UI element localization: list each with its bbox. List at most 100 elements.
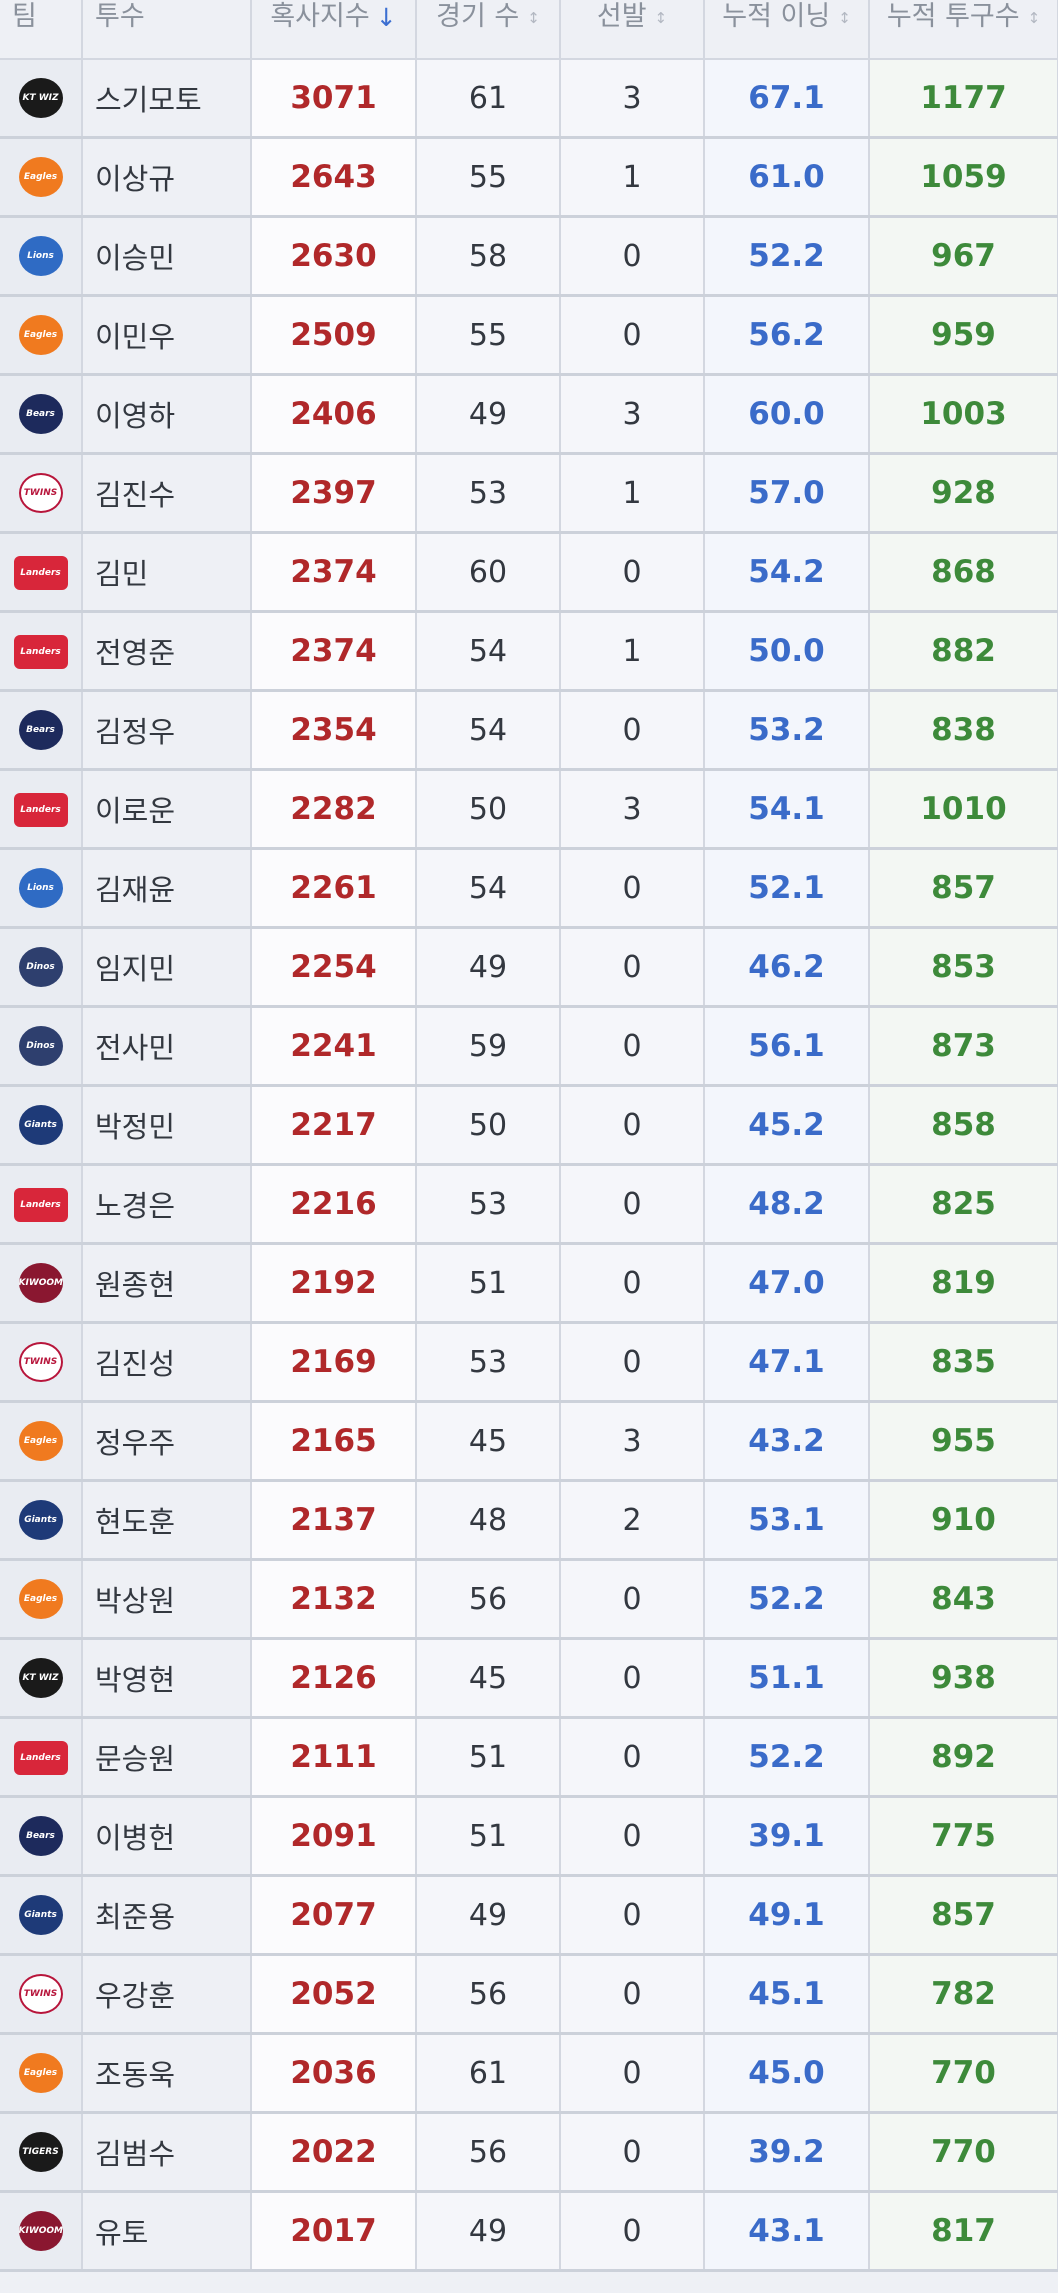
overuse-score: 2165: [251, 1401, 417, 1482]
header-innings-sort[interactable]: 누적 이닝 ↕: [704, 0, 870, 60]
games-count: 59: [416, 1006, 561, 1087]
pitcher-name[interactable]: 박영현: [82, 1638, 252, 1719]
pitcher-name[interactable]: 박정민: [82, 1085, 252, 1166]
games-count: 51: [416, 1796, 561, 1877]
pitcher-name[interactable]: 김범수: [82, 2112, 252, 2193]
starts-count: 0: [560, 1875, 705, 1956]
pitcher-name[interactable]: 이병헌: [82, 1796, 252, 1877]
cumulative-innings: 56.2: [704, 295, 870, 376]
table-row[interactable]: Eagles 박상원 2132 56 0 52.2 843: [0, 1559, 1058, 1640]
pitcher-name[interactable]: 정우주: [82, 1401, 252, 1482]
table-row[interactable]: KIWOOM 유토 2017 49 0 43.1 817: [0, 2191, 1058, 2272]
games-count: 53: [416, 1322, 561, 1403]
pitcher-name[interactable]: 현도훈: [82, 1480, 252, 1561]
pitcher-name[interactable]: 김진성: [82, 1322, 252, 1403]
pitcher-name[interactable]: 스기모토: [82, 59, 252, 139]
table-row[interactable]: Landers 이로운 2282 50 3 54.1 1010: [0, 769, 1058, 850]
pitcher-name[interactable]: 원종현: [82, 1243, 252, 1324]
header-games-sort[interactable]: 경기 수 ↕: [416, 0, 561, 60]
pitcher-name[interactable]: 노경은: [82, 1164, 252, 1245]
team-logo-icon: Giants: [18, 1105, 63, 1145]
table-row[interactable]: Eagles 조동욱 2036 61 0 45.0 770: [0, 2033, 1058, 2114]
pitcher-name[interactable]: 전사민: [82, 1006, 252, 1087]
pitcher-name[interactable]: 이상규: [82, 137, 252, 218]
table-row[interactable]: Bears 이병헌 2091 51 0 39.1 775: [0, 1796, 1058, 1877]
cumulative-pitches: 959: [869, 295, 1058, 376]
table-row[interactable]: Landers 노경은 2216 53 0 48.2 825: [0, 1164, 1058, 1245]
games-count: 45: [416, 1638, 561, 1719]
starts-count: 0: [560, 848, 705, 929]
pitcher-name[interactable]: 김민: [82, 532, 252, 613]
cumulative-pitches: 1003: [869, 374, 1058, 455]
games-count: 61: [416, 59, 561, 139]
table-row[interactable]: Lions 이승민 2630 58 0 52.2 967: [0, 216, 1058, 297]
table-row[interactable]: Eagles 정우주 2165 45 3 43.2 955: [0, 1401, 1058, 1482]
pitcher-name[interactable]: 우강훈: [82, 1954, 252, 2035]
starts-count: 0: [560, 1322, 705, 1403]
starts-count: 0: [560, 2191, 705, 2272]
team-cell: Landers: [0, 769, 83, 850]
overuse-score: 2643: [251, 137, 417, 218]
cumulative-pitches: 857: [869, 1875, 1058, 1956]
cumulative-pitches: 819: [869, 1243, 1058, 1324]
table-row[interactable]: Giants 최준용 2077 49 0 49.1 857: [0, 1875, 1058, 1956]
starts-count: 0: [560, 216, 705, 297]
table-row[interactable]: KT WIZ 박영현 2126 45 0 51.1 938: [0, 1638, 1058, 1719]
cumulative-innings: 54.1: [704, 769, 870, 850]
table-row[interactable]: Landers 문승원 2111 51 0 52.2 892: [0, 1717, 1058, 1798]
table-row[interactable]: KIWOOM 원종현 2192 51 0 47.0 819: [0, 1243, 1058, 1324]
overuse-score: 2254: [251, 927, 417, 1008]
table-row[interactable]: Dinos 전사민 2241 59 0 56.1 873: [0, 1006, 1058, 1087]
pitcher-name[interactable]: 김재윤: [82, 848, 252, 929]
pitcher-name[interactable]: 임지민: [82, 927, 252, 1008]
table-row[interactable]: TWINS 김진수 2397 53 1 57.0 928: [0, 453, 1058, 534]
sort-icon: ↕: [838, 8, 851, 27]
pitcher-name[interactable]: 이로운: [82, 769, 252, 850]
table-row[interactable]: KT WIZ 스기모토 3071 61 3 67.1 1177: [0, 59, 1058, 139]
team-cell: KT WIZ: [0, 1638, 83, 1719]
header-pitches-sort[interactable]: 누적 투구수 ↕: [869, 0, 1058, 60]
overuse-score: 2509: [251, 295, 417, 376]
pitcher-name[interactable]: 이영하: [82, 374, 252, 455]
pitcher-name[interactable]: 김진수: [82, 453, 252, 534]
pitcher-name[interactable]: 문승원: [82, 1717, 252, 1798]
table-row[interactable]: Eagles 이상규 2643 55 1 61.0 1059: [0, 137, 1058, 218]
pitcher-name[interactable]: 최준용: [82, 1875, 252, 1956]
overuse-score: 3071: [251, 59, 417, 139]
table-row[interactable]: Bears 김정우 2354 54 0 53.2 838: [0, 690, 1058, 771]
table-row[interactable]: Bears 이영하 2406 49 3 60.0 1003: [0, 374, 1058, 455]
table-row[interactable]: Landers 전영준 2374 54 1 50.0 882: [0, 611, 1058, 692]
pitcher-name[interactable]: 전영준: [82, 611, 252, 692]
table-row[interactable]: Giants 현도훈 2137 48 2 53.1 910: [0, 1480, 1058, 1561]
table-row[interactable]: TWINS 김진성 2169 53 0 47.1 835: [0, 1322, 1058, 1403]
table-row[interactable]: Landers 김민 2374 60 0 54.2 868: [0, 532, 1058, 613]
table-row[interactable]: Eagles 이민우 2509 55 0 56.2 959: [0, 295, 1058, 376]
header-score-sort[interactable]: 혹사지수 ↓: [251, 0, 417, 60]
pitcher-name[interactable]: 이승민: [82, 216, 252, 297]
table-row[interactable]: Giants 박정민 2217 50 0 45.2 858: [0, 1085, 1058, 1166]
table-row[interactable]: Lions 김재윤 2261 54 0 52.1 857: [0, 848, 1058, 929]
team-logo-icon: Eagles: [18, 2053, 63, 2093]
cumulative-innings: 45.1: [704, 1954, 870, 2035]
team-logo-icon: Landers: [13, 555, 68, 590]
team-logo-icon: TWINS: [18, 1974, 63, 2014]
cumulative-pitches: 817: [869, 2191, 1058, 2272]
pitcher-name[interactable]: 김정우: [82, 690, 252, 771]
team-cell: Eagles: [0, 295, 83, 376]
table-row[interactable]: TWINS 우강훈 2052 56 0 45.1 782: [0, 1954, 1058, 2035]
pitcher-name[interactable]: 박상원: [82, 1559, 252, 1640]
table-row[interactable]: TIGERS 김범수 2022 56 0 39.2 770: [0, 2112, 1058, 2193]
pitcher-name[interactable]: 조동욱: [82, 2033, 252, 2114]
cumulative-pitches: 1010: [869, 769, 1058, 850]
cumulative-pitches: 910: [869, 1480, 1058, 1561]
pitcher-name[interactable]: 유토: [82, 2191, 252, 2272]
cumulative-innings: 47.0: [704, 1243, 870, 1324]
table-row[interactable]: Dinos 임지민 2254 49 0 46.2 853: [0, 927, 1058, 1008]
starts-count: 0: [560, 1954, 705, 2035]
cumulative-pitches: 770: [869, 2033, 1058, 2114]
header-starts-sort[interactable]: 선발 ↕: [560, 0, 705, 60]
team-logo-icon: Eagles: [18, 1421, 63, 1461]
cumulative-pitches: 775: [869, 1796, 1058, 1877]
pitcher-name[interactable]: 이민우: [82, 295, 252, 376]
